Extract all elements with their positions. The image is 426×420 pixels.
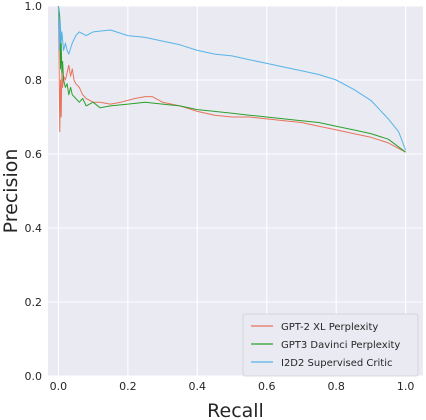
x-tick-label: 0.4 bbox=[189, 380, 207, 393]
x-tick-label: 0.2 bbox=[119, 380, 137, 393]
series-lines bbox=[57, 5, 407, 153]
x-tick-label: 1.0 bbox=[397, 380, 415, 393]
y-tick-label: 0.2 bbox=[25, 296, 43, 309]
grid bbox=[48, 5, 423, 377]
legend-box bbox=[242, 313, 419, 377]
legend-entry: GPT-2 XL Perplexity bbox=[281, 322, 378, 333]
tick-labels: 0.0 0.2 0.4 0.6 0.8 1.0 0.0 0.2 0.4 0.6 0.8 1.0 bbox=[25, 0, 415, 393]
y-tick-label: 0.0 bbox=[25, 370, 43, 383]
y-tick-label: 0.8 bbox=[25, 74, 43, 87]
series-line-1 bbox=[57, 5, 406, 153]
y-tick-label: 0.6 bbox=[25, 148, 43, 161]
series-line-2 bbox=[57, 5, 406, 153]
x-tick-label: 0.8 bbox=[327, 380, 345, 393]
series-line-3 bbox=[57, 5, 407, 151]
x-tick-label: 0.0 bbox=[50, 380, 68, 393]
y-axis-label: Precision bbox=[0, 149, 22, 234]
y-tick-label: 1.0 bbox=[25, 0, 43, 13]
x-tick-label: 0.6 bbox=[258, 380, 276, 393]
legend-entry: I2D2 Supervised Critic bbox=[281, 358, 393, 369]
legend: GPT-2 XL Perplexity GPT3 Davinci Perplexi… bbox=[242, 313, 419, 377]
legend-entry: GPT3 Davinci Perplexity bbox=[281, 340, 400, 351]
x-axis-label: Recall bbox=[207, 400, 264, 420]
y-tick-label: 0.4 bbox=[25, 222, 43, 235]
